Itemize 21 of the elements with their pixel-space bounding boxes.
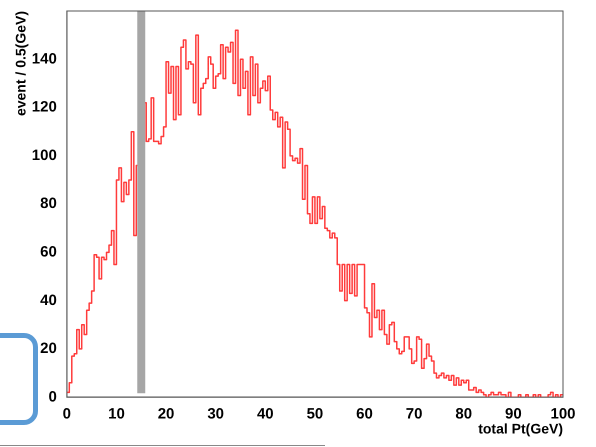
y-tick-label: 120 — [32, 98, 57, 116]
x-tick-label: 50 — [306, 405, 324, 422]
x-tick-label: 70 — [406, 405, 422, 422]
x-tick-label: 20 — [158, 405, 174, 422]
x-tick-label: 100 — [550, 405, 576, 422]
x-tick-label: 90 — [505, 405, 522, 422]
x-axis-title: total Pt(GeV) — [478, 420, 563, 436]
y-tick-label: 100 — [32, 146, 57, 164]
x-tick-label: 0 — [62, 405, 71, 422]
x-tick-label: 40 — [256, 405, 274, 422]
x-tick-label: 10 — [108, 405, 125, 422]
x-tick-label: 60 — [356, 405, 373, 422]
x-tick-label: 80 — [455, 405, 472, 422]
y-axis-title: event / 0.5(GeV) — [12, 11, 28, 116]
y-tick-label: 20 — [40, 340, 57, 358]
x-tick-label: 30 — [207, 405, 224, 422]
y-tick-label: 0 — [48, 388, 57, 406]
y-tick-label: 40 — [40, 292, 57, 309]
y-tick-label: 60 — [40, 244, 57, 261]
y-tick-label: 80 — [40, 195, 57, 212]
y-tick-label: 140 — [32, 50, 57, 68]
